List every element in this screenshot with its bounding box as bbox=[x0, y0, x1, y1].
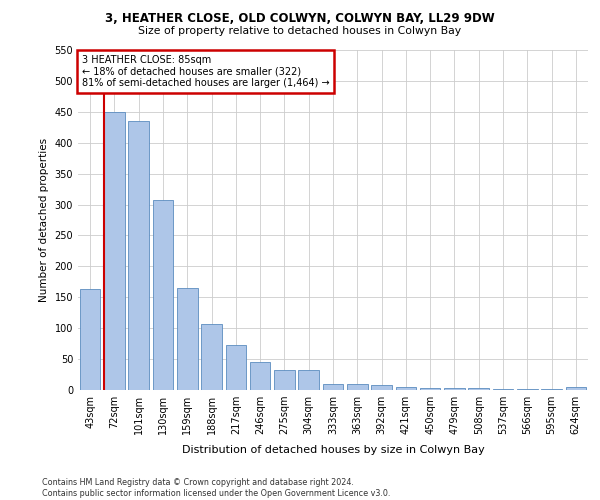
Bar bbox=[128, 121, 149, 390]
X-axis label: Distribution of detached houses by size in Colwyn Bay: Distribution of detached houses by size … bbox=[182, 446, 484, 456]
Bar bbox=[226, 345, 246, 390]
Bar bbox=[517, 389, 538, 390]
Bar bbox=[177, 288, 197, 390]
Text: Contains HM Land Registry data © Crown copyright and database right 2024.
Contai: Contains HM Land Registry data © Crown c… bbox=[42, 478, 391, 498]
Bar bbox=[201, 324, 222, 390]
Bar bbox=[152, 200, 173, 390]
Bar bbox=[104, 112, 125, 390]
Text: 3 HEATHER CLOSE: 85sqm
← 18% of detached houses are smaller (322)
81% of semi-de: 3 HEATHER CLOSE: 85sqm ← 18% of detached… bbox=[82, 55, 329, 88]
Bar bbox=[298, 370, 319, 390]
Bar bbox=[347, 384, 368, 390]
Bar bbox=[250, 362, 271, 390]
Bar bbox=[566, 387, 586, 390]
Y-axis label: Number of detached properties: Number of detached properties bbox=[39, 138, 49, 302]
Bar bbox=[469, 388, 489, 390]
Bar bbox=[444, 388, 465, 390]
Bar bbox=[493, 389, 514, 390]
Text: 3, HEATHER CLOSE, OLD COLWYN, COLWYN BAY, LL29 9DW: 3, HEATHER CLOSE, OLD COLWYN, COLWYN BAY… bbox=[105, 12, 495, 26]
Bar bbox=[395, 387, 416, 390]
Text: Size of property relative to detached houses in Colwyn Bay: Size of property relative to detached ho… bbox=[139, 26, 461, 36]
Bar bbox=[274, 370, 295, 390]
Bar bbox=[420, 388, 440, 390]
Bar bbox=[80, 289, 100, 390]
Bar bbox=[371, 385, 392, 390]
Bar bbox=[323, 384, 343, 390]
